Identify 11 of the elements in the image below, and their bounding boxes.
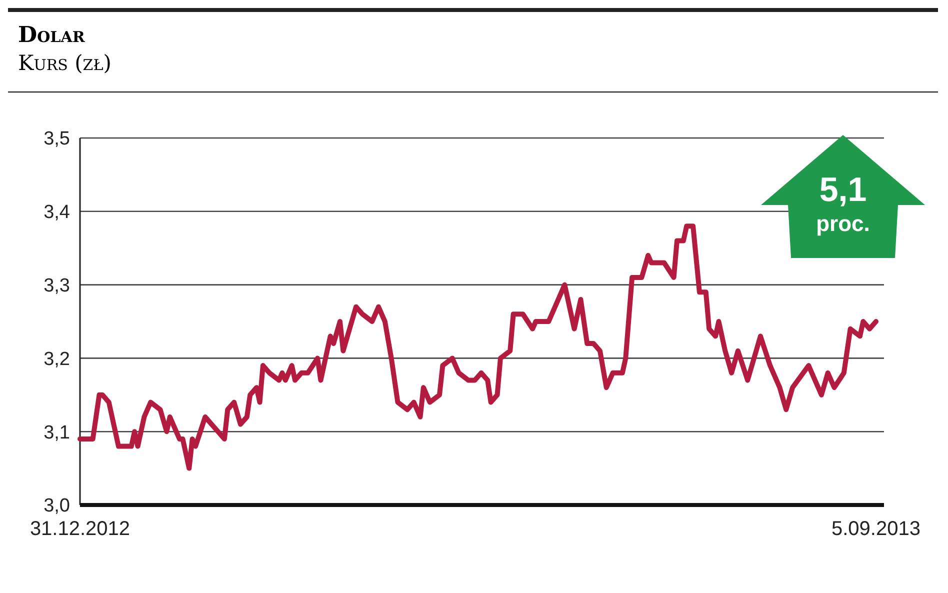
x-tick-label: 5.09.2013: [832, 518, 920, 540]
y-tick-label: 3,4: [44, 202, 70, 224]
y-tick-label: 3,2: [44, 348, 70, 370]
chart-title: Dolar: [18, 22, 86, 48]
chart-subtitle: Kurs (zł): [18, 51, 112, 75]
y-tick-label: 3,0: [44, 496, 70, 517]
y-tick-label: 3,5: [44, 128, 70, 150]
x-tick-label: 31.12.2012: [30, 518, 130, 540]
y-tick-label: 3,1: [44, 422, 70, 444]
annotation: 5,1 proc.: [816, 171, 870, 236]
y-tick-label: 3,3: [44, 275, 70, 296]
